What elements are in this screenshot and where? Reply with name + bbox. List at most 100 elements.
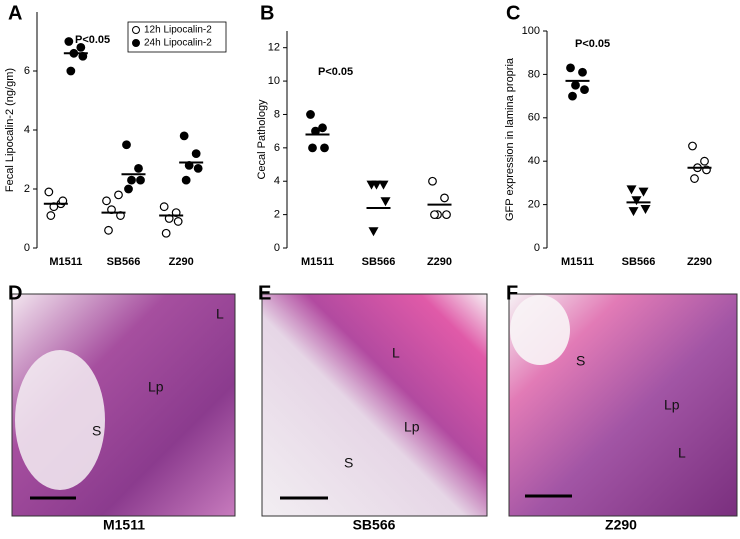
region-label: S: [92, 423, 101, 439]
data-point: [134, 163, 143, 173]
data-point: [179, 131, 189, 141]
data-point: [631, 196, 642, 206]
data-point: [640, 204, 651, 214]
data-point: [568, 91, 577, 101]
y-tick-label: 80: [528, 68, 540, 80]
data-point: [66, 66, 76, 76]
legend-label: 24h Lipocalin-2: [144, 38, 212, 49]
histology-image: [261, 293, 488, 517]
data-point: [566, 63, 575, 73]
y-tick-label: 10: [268, 75, 280, 87]
data-point: [308, 143, 317, 153]
y-axis-label: Cecal Pathology: [256, 99, 268, 180]
x-tick-label: Z290: [427, 256, 452, 268]
data-point: [442, 210, 451, 220]
data-point: [104, 225, 113, 235]
data-point: [378, 180, 389, 190]
annotation: P<0.05: [75, 34, 110, 46]
data-point: [136, 175, 145, 185]
legend-box: [127, 21, 227, 53]
data-point: [690, 174, 699, 183]
histology-panels: [11, 293, 738, 517]
panel-letter: C: [506, 2, 520, 24]
data-point: [580, 85, 589, 94]
x-tick-label: M1511: [561, 256, 594, 268]
data-point: [46, 211, 56, 220]
data-point: [161, 228, 171, 238]
y-tick-label: 100: [522, 25, 540, 37]
data-point: [193, 163, 203, 173]
data-point: [428, 176, 437, 186]
data-point: [700, 156, 709, 166]
y-tick-label: 0: [274, 242, 280, 254]
data-point: [173, 217, 183, 226]
legend-marker: [132, 26, 140, 34]
region-label: L: [678, 445, 686, 461]
y-tick-label: 4: [24, 124, 30, 136]
annotation: P<0.05: [575, 38, 610, 50]
data-point: [127, 175, 136, 185]
region-label: L: [392, 345, 400, 361]
x-tick-label: SB566: [107, 256, 141, 268]
data-point: [44, 187, 54, 197]
data-point: [638, 187, 649, 197]
data-point: [626, 185, 637, 195]
panel-caption: M1511: [103, 517, 145, 533]
x-tick-label: Z290: [687, 256, 712, 268]
y-tick-label: 4: [274, 175, 280, 187]
data-point: [64, 37, 74, 46]
panel-caption: SB566: [353, 517, 396, 533]
data-point: [114, 190, 123, 200]
data-point: [76, 43, 86, 52]
data-point: [578, 67, 587, 77]
data-point: [571, 80, 580, 90]
x-tick-label: M1511: [49, 256, 82, 268]
region-label: Lp: [148, 379, 164, 395]
data-point: [159, 202, 169, 212]
region-label: Lp: [664, 397, 680, 413]
panel-letter: E: [258, 282, 271, 304]
x-tick-label: M1511: [301, 256, 334, 268]
data-point: [440, 193, 449, 203]
data-point: [430, 210, 439, 220]
tissue-region: [510, 295, 570, 365]
data-point: [102, 196, 111, 206]
y-tick-label: 2: [274, 209, 280, 221]
y-tick-label: 0: [24, 242, 30, 254]
x-tick-label: SB566: [622, 256, 656, 268]
data-point: [191, 149, 201, 159]
region-label: L: [216, 306, 224, 322]
data-point: [122, 140, 131, 150]
y-axis-label: Fecal Lipocalin-2 (ng/gm): [4, 68, 16, 192]
y-tick-label: 60: [528, 112, 540, 124]
y-tick-label: 2: [24, 183, 30, 195]
region-label: S: [344, 455, 353, 471]
y-tick-label: 40: [528, 155, 540, 167]
y-tick-label: 12: [268, 42, 280, 54]
data-point: [124, 184, 133, 194]
data-point: [306, 110, 315, 119]
panel-letter: B: [260, 2, 274, 24]
data-point: [318, 123, 327, 133]
y-tick-label: 6: [274, 142, 280, 154]
legend-label: 12h Lipocalin-2: [144, 25, 212, 36]
data-point: [368, 227, 379, 237]
tissue-region: [15, 350, 105, 490]
annotation: P<0.05: [318, 66, 353, 78]
data-point: [688, 141, 697, 151]
x-tick-label: SB566: [362, 256, 396, 268]
region-label: Lp: [404, 419, 420, 435]
panel-letter: F: [506, 282, 518, 304]
x-tick-label: Z290: [169, 256, 194, 268]
y-tick-label: 6: [24, 65, 30, 77]
data-point: [628, 207, 639, 217]
y-tick-label: 8: [274, 108, 280, 120]
y-tick-label: 0: [534, 242, 540, 254]
panel-caption: Z290: [605, 517, 637, 533]
panel-letter: D: [8, 282, 22, 304]
legend-marker: [132, 39, 140, 47]
y-axis-label: GFP expression in lamina propria: [504, 57, 516, 221]
data-point: [371, 180, 382, 190]
region-label: S: [576, 353, 585, 369]
